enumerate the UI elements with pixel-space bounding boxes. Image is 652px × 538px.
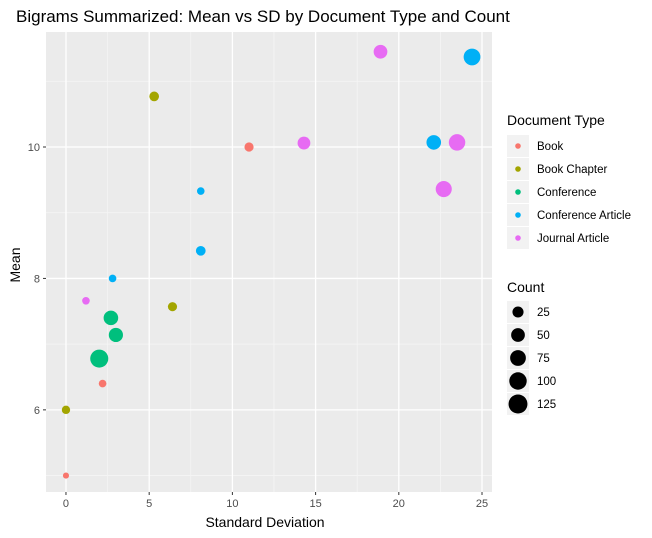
legend-color-label: Conference (537, 187, 596, 199)
data-point (196, 187, 205, 195)
data-point (98, 379, 107, 388)
data-point (297, 136, 311, 150)
grid-layer (46, 32, 492, 492)
data-point (373, 44, 388, 59)
x-tick-label: 15 (309, 498, 321, 510)
legend-color-title: Document Type (507, 112, 605, 128)
x-axis-title: Standard Deviation (205, 514, 324, 530)
x-tick-label: 25 (476, 498, 488, 510)
points-layer (61, 44, 481, 479)
ticks-layer: 0 5 10 15 20 25 6 8 10 (28, 142, 488, 510)
data-point (90, 349, 109, 368)
legend-color-key (515, 235, 521, 241)
data-point (244, 142, 254, 152)
legend-size-label: 75 (537, 353, 550, 365)
legend-color-label: Journal Article (537, 233, 609, 245)
legend-size-label: 50 (537, 330, 550, 342)
y-tick-label: 10 (28, 142, 40, 154)
data-point (426, 135, 442, 150)
legend-color-key (515, 166, 521, 172)
data-point (61, 405, 71, 415)
x-tick-label: 10 (226, 498, 238, 510)
x-tick-label: 0 (63, 498, 69, 510)
data-point (108, 274, 117, 283)
y-axis-title: Mean (7, 247, 23, 282)
legend-size-title: Count (507, 279, 544, 295)
data-point (103, 310, 119, 326)
data-point (167, 302, 178, 312)
legend-size-label: 25 (537, 307, 550, 319)
legend-size-label: 100 (537, 376, 556, 388)
data-point (448, 134, 466, 151)
legend-size-key (512, 306, 524, 318)
legend-color-label: Conference Article (537, 210, 631, 222)
x-tick-label: 20 (393, 498, 405, 510)
y-tick-label: 8 (34, 273, 40, 285)
data-point (62, 472, 70, 479)
legend-size-key (509, 372, 527, 390)
legend-color-key (515, 212, 521, 218)
legend-color: Book Book Chapter Conference Conference Art… (507, 135, 631, 249)
data-point (463, 48, 481, 66)
data-point (82, 296, 90, 305)
legend-color-key (515, 189, 521, 195)
data-point (435, 181, 452, 198)
plot-panel (46, 32, 492, 492)
legend-color-label: Book (537, 141, 563, 153)
legend-size-label: 125 (537, 399, 556, 411)
legend-color-key (515, 143, 521, 149)
legend-size: 25 50 75 100 125 (507, 301, 556, 415)
chart-title: Bigrams Summarized: Mean vs SD by Docume… (16, 7, 510, 26)
data-point (108, 327, 123, 343)
data-point (149, 91, 160, 102)
legend-color-label: Book Chapter (537, 164, 607, 176)
data-point (195, 245, 206, 256)
legend-size-key (510, 350, 526, 366)
y-tick-label: 6 (34, 405, 40, 417)
legend-size-key (508, 394, 528, 414)
legend-size-key (511, 328, 525, 342)
x-tick-label: 5 (146, 498, 152, 510)
